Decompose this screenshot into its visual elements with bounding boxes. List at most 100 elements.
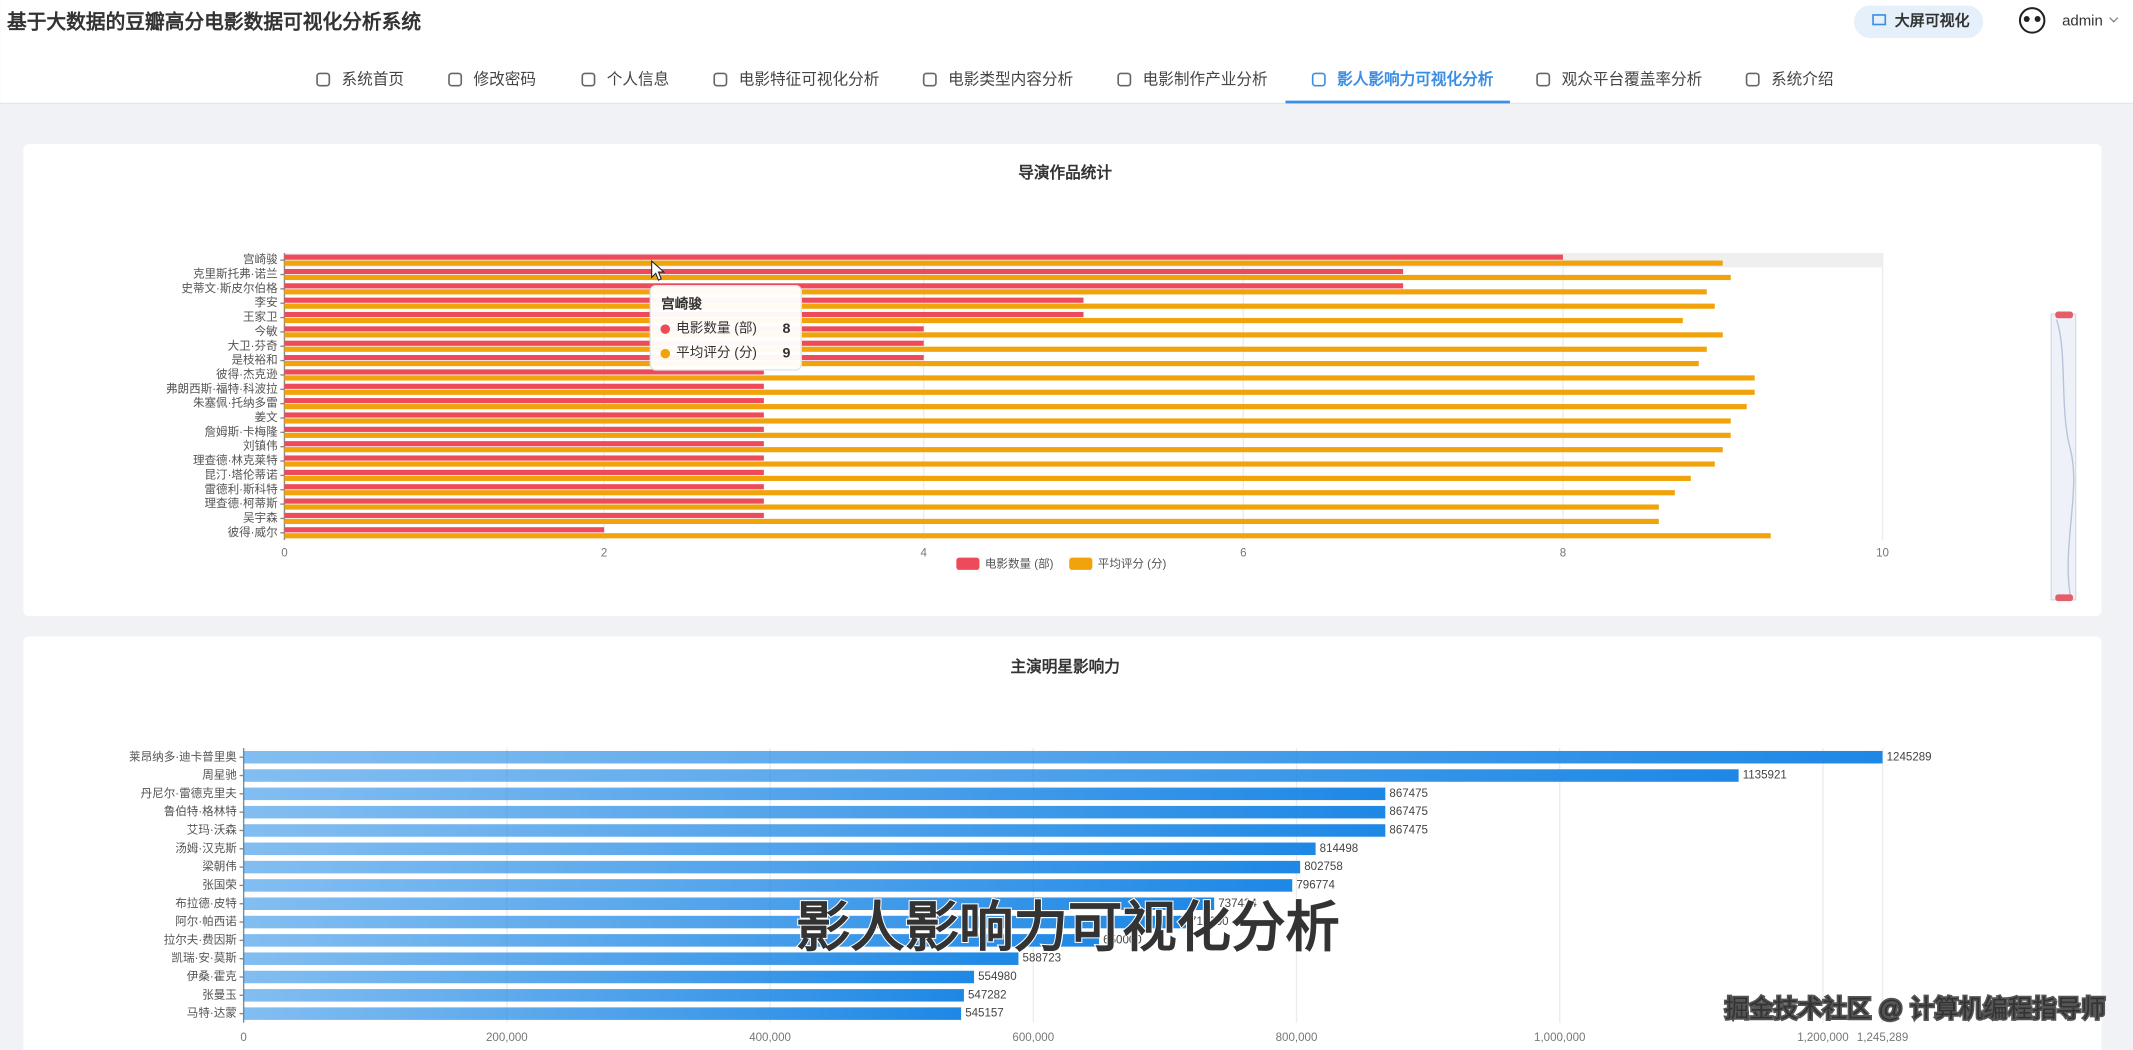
bar: [284, 518, 1659, 525]
bar: [284, 533, 1771, 539]
bar: [284, 432, 1731, 438]
tooltip-label: 平均评分 (分): [676, 345, 757, 360]
caret: [2109, 17, 2119, 23]
value-label: 554980: [978, 971, 1017, 983]
value-label: 1245289: [1887, 751, 1932, 763]
bar: [284, 254, 1563, 260]
y-tick-label: 是枝裕和: [231, 353, 277, 367]
bar: [243, 787, 1386, 801]
y-tick-label: 大卫·芬奇: [228, 338, 278, 352]
x-tick-label: 6: [1240, 548, 1246, 560]
y-tick-label: 雷德利·斯科特: [204, 482, 278, 496]
value-label: 814498: [1320, 843, 1359, 855]
bar: [284, 418, 1731, 424]
y-tick-label: 彼得·威尔: [228, 525, 278, 539]
y-tick-label: 刘镇伟: [243, 439, 278, 453]
value-label: 867475: [1389, 788, 1428, 800]
datazoom-handle[interactable]: [2055, 311, 2073, 319]
nav-item[interactable]: 影人影响力可视化分析: [1337, 69, 1494, 88]
bar: [243, 750, 1883, 764]
overlay-caption: 影人影响力可视化分析: [796, 897, 1340, 958]
nav-icon: [1117, 72, 1132, 87]
user-name[interactable]: admin: [2062, 13, 2103, 30]
y-tick-label: 朱塞佩·托纳多雷: [193, 396, 278, 410]
y-tick-label: 理查德·柯蒂斯: [204, 496, 278, 510]
nav-item[interactable]: 系统介绍: [1771, 70, 1834, 88]
value-label: 545157: [965, 1008, 1004, 1020]
bar: [284, 369, 764, 375]
y-tick-label: 阿尔·帕西诺: [175, 914, 237, 928]
bar: [284, 361, 1699, 367]
y-tick-label: 克里斯托弗·诺兰: [193, 267, 278, 281]
nav-item[interactable]: 电影类型内容分析: [948, 70, 1073, 88]
avatar-eye: [2023, 16, 2030, 23]
nav-item[interactable]: 系统首页: [342, 70, 405, 88]
bar: [284, 426, 764, 432]
bar: [284, 355, 924, 361]
legend-label: 平均评分 (分): [1098, 557, 1167, 570]
avatar[interactable]: [2018, 7, 2046, 34]
bar: [284, 527, 605, 533]
actor-chart: 主演明星影响力 0 200,000 400,000 600,000 800,000 1,00…: [129, 657, 1932, 1044]
y-tick-label: 布拉德·皮特: [175, 896, 237, 910]
nav-item[interactable]: 电影特征可视化分析: [739, 70, 880, 88]
x-tick-label: 0: [240, 1032, 246, 1044]
bar: [243, 989, 964, 1002]
bar: [284, 455, 764, 461]
cart-icon: [1872, 14, 1887, 26]
x-tick-label: 1,200,000: [1797, 1032, 1848, 1044]
app-title: 基于大数据的豆瓣高分电影数据可视化分析系统: [6, 10, 421, 33]
bar: [284, 303, 1715, 309]
value-label: 716000: [1190, 916, 1229, 928]
bar: [243, 952, 1019, 965]
y-tick-label: 史蒂文·斯皮尔伯格: [181, 281, 278, 295]
nav-item[interactable]: 修改密码: [473, 70, 536, 88]
bar: [284, 484, 764, 490]
bar: [284, 475, 1691, 481]
nav-item[interactable]: 观众平台覆盖率分析: [1562, 70, 1703, 88]
chart-title: 主演明星影响力: [1010, 657, 1119, 676]
nav-item[interactable]: 电影制作产业分析: [1143, 70, 1268, 88]
tooltip-value: 8: [782, 321, 790, 337]
bar: [243, 824, 1386, 837]
y-tick-label: 梁朝伟: [202, 859, 237, 873]
x-tick-label: 10: [1876, 548, 1889, 560]
bar: [284, 461, 1715, 467]
bar: [284, 274, 1731, 281]
nav-active-underline: [1285, 100, 1510, 104]
avatar-eye: [2034, 16, 2041, 23]
value-label: 588723: [1023, 953, 1062, 965]
bigscreen-button[interactable]: [1854, 5, 1984, 39]
bar: [284, 346, 1707, 352]
x-tick-label: 200,000: [486, 1032, 528, 1044]
bar: [284, 332, 1723, 338]
legend-swatch: [956, 557, 980, 570]
tooltip-title: 宫崎骏: [661, 295, 702, 311]
bar: [284, 412, 764, 418]
x-tick-label: 600,000: [1012, 1032, 1054, 1044]
y-tick-label: 彼得·杰克逊: [216, 368, 278, 381]
nav-icon: [1745, 72, 1760, 87]
bar: [243, 1007, 962, 1020]
nav-icon: [581, 72, 596, 87]
datazoom-handle[interactable]: [2055, 594, 2073, 602]
value-label: 867475: [1389, 825, 1428, 837]
bar: [284, 289, 1707, 295]
y-tick-label: 艾玛·沃森: [187, 823, 237, 837]
cursor: [651, 259, 666, 281]
bar: [243, 897, 1215, 910]
y-tick-label: 姜文: [255, 410, 279, 424]
nav-icon: [713, 72, 728, 87]
bar: [284, 504, 1659, 510]
bar: [243, 769, 1739, 782]
nav-item[interactable]: 个人信息: [607, 70, 670, 88]
y-tick-label: 李安: [255, 295, 278, 309]
y-tick-label: 弗朗西斯·福特·科波拉: [166, 381, 278, 395]
bigscreen-label: 大屏可视化: [1895, 12, 1970, 30]
x-tick-label: 0: [281, 548, 287, 560]
bar: [284, 498, 764, 504]
nav-icon: [316, 72, 331, 87]
